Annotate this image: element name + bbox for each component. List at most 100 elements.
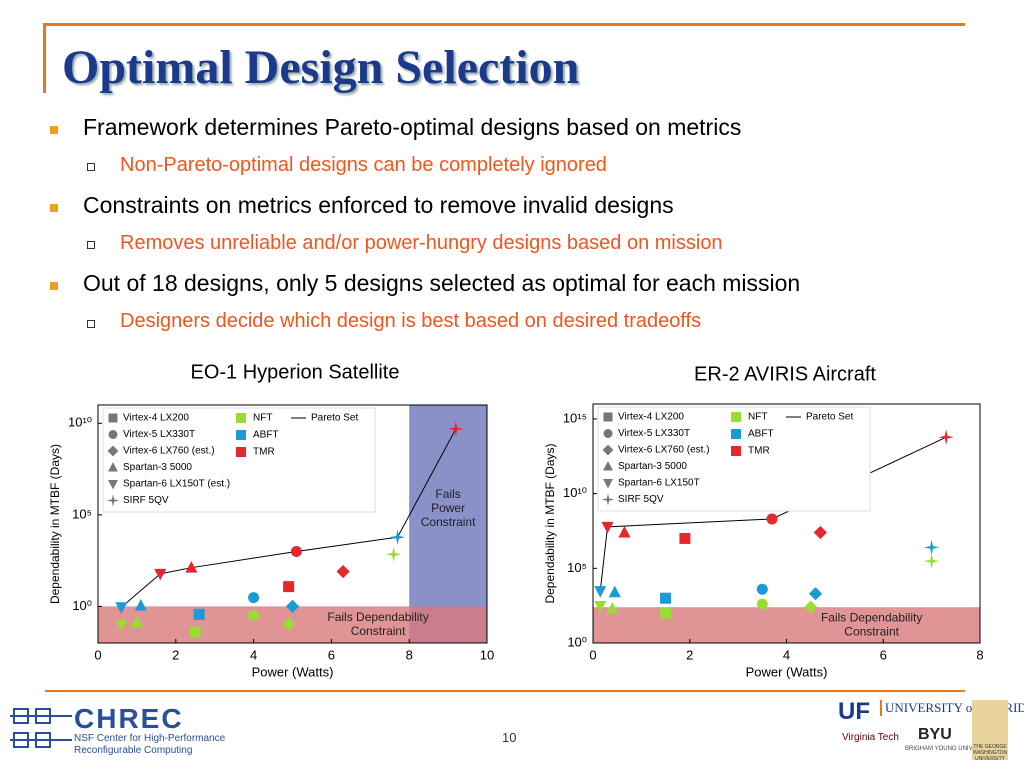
- legend-marker: [108, 430, 118, 439]
- legend-marker: [106, 494, 120, 507]
- x-tick-label: 10: [480, 647, 494, 662]
- legend-marker: [108, 413, 118, 423]
- chrec-icon: [10, 708, 72, 748]
- data-point: [154, 568, 167, 581]
- data-point: [660, 592, 672, 604]
- constraint-region: [409, 405, 487, 643]
- legend-marker: [603, 412, 613, 422]
- legend-swatch: [731, 412, 741, 422]
- legend-marker: [603, 461, 613, 471]
- sub-bullet: Designers decide which design is best ba…: [120, 310, 702, 332]
- pareto-line: [121, 428, 457, 608]
- plot-frame: [97, 404, 488, 644]
- data-point: [756, 598, 768, 610]
- legend-marker: [107, 445, 119, 457]
- chart-title: EO-1 Hyperion Satellite: [191, 361, 400, 383]
- bullet-marker: [50, 126, 58, 134]
- legend-label: Spartan-3 5000: [618, 461, 687, 472]
- legend-label: Virtex-4 LX200: [123, 413, 189, 424]
- data-point: [389, 529, 406, 545]
- y-tick-label: 10¹⁵: [563, 410, 587, 425]
- data-point: [660, 607, 672, 619]
- data-point: [766, 513, 778, 525]
- partner-logo: Virginia Tech: [842, 732, 899, 743]
- legend-marker: [601, 493, 615, 506]
- data-point: [808, 587, 823, 601]
- data-point: [813, 525, 827, 540]
- logo-text: CHREC: [74, 703, 184, 734]
- y-tick-label: 10⁰: [567, 634, 587, 649]
- legend-label: Pareto Set: [806, 412, 853, 423]
- legend-swatch: [236, 430, 246, 440]
- logo-subtitle: Reconfigurable Computing: [74, 745, 193, 756]
- data-point: [606, 602, 619, 614]
- data-point: [189, 626, 201, 638]
- x-tick-label: 2: [686, 647, 693, 662]
- sub-bullet-marker: [87, 163, 95, 171]
- legend-label: ABFT: [253, 430, 279, 441]
- sub-bullet: Non-Pareto-optimal designs can be comple…: [120, 154, 607, 176]
- region-label: Power: [431, 501, 465, 515]
- x-tick-label: 0: [94, 647, 101, 662]
- chart-title: ER-2 AVIRIS Aircraft: [694, 363, 876, 385]
- legend-label: Spartan-6 LX150T (est.): [123, 479, 230, 490]
- y-tick-label: 10¹⁰: [68, 415, 92, 430]
- legend-marker: [603, 429, 613, 438]
- legend-label: Virtex-6 LX760 (est.): [123, 446, 215, 457]
- region-label: Fails: [435, 487, 460, 501]
- legend-swatch: [236, 447, 246, 457]
- legend-box: [597, 406, 871, 512]
- legend-label: SIRF 5QV: [123, 495, 169, 506]
- legend-label: Virtex-5 LX330T: [123, 429, 195, 440]
- sub-bullet-marker: [87, 320, 95, 328]
- legend-label: TMR: [748, 446, 770, 457]
- data-point: [938, 429, 954, 445]
- data-point: [115, 619, 128, 632]
- data-point: [601, 521, 614, 534]
- bullet: Constraints on metrics enforced to remov…: [83, 192, 674, 218]
- bullet: Framework determines Pareto-optimal desi…: [83, 114, 742, 140]
- bullet-marker: [50, 282, 58, 290]
- data-point: [594, 586, 607, 598]
- legend-label: NFT: [253, 413, 272, 424]
- y-tick-label: 10⁵: [567, 560, 587, 575]
- slide-title: Optimal Design Selection: [62, 41, 580, 94]
- legend-marker: [603, 478, 613, 489]
- partner-logo: BRIGHAM YOUNG UNIVERSITY: [905, 746, 995, 752]
- legend-label: NFT: [748, 412, 767, 423]
- legend-marker: [108, 479, 118, 490]
- region-label: Constraint: [351, 624, 406, 638]
- region-label: Fails Dependability: [821, 610, 922, 624]
- y-axis-label: Dependability in MTBF (Days): [543, 443, 557, 603]
- page-number: 10: [502, 730, 517, 745]
- legend-label: Spartan-6 LX150T: [618, 478, 700, 489]
- data-point: [285, 599, 300, 613]
- legend-swatch: [731, 446, 741, 456]
- x-tick-label: 4: [250, 647, 257, 662]
- legend-label: Spartan-3 5000: [123, 462, 192, 473]
- legend-label: Virtex-5 LX330T: [618, 428, 690, 439]
- legend-box: [102, 407, 376, 513]
- data-point: [923, 553, 940, 569]
- data-point: [336, 564, 350, 579]
- data-point: [282, 617, 296, 631]
- sub-bullet: Removes unreliable and/or power-hungry d…: [120, 232, 723, 254]
- region-label: Constraint: [421, 515, 476, 529]
- x-tick-label: 6: [328, 647, 335, 662]
- y-tick-label: 10¹⁰: [563, 485, 587, 500]
- bullet-marker: [50, 204, 58, 212]
- data-point: [290, 545, 302, 557]
- data-point: [923, 539, 940, 556]
- data-point: [185, 561, 198, 573]
- x-axis-label: Power (Watts): [252, 664, 334, 679]
- footer-rule: [45, 690, 965, 692]
- partner-logo: BYU: [918, 726, 952, 743]
- y-tick-label: 10⁵: [72, 506, 92, 521]
- constraint-region: [593, 607, 980, 643]
- legend-label: SIRF 5QV: [618, 494, 664, 505]
- legend-swatch: [236, 413, 246, 423]
- data-point: [594, 601, 607, 613]
- x-tick-label: 4: [783, 647, 790, 662]
- data-point: [248, 592, 260, 604]
